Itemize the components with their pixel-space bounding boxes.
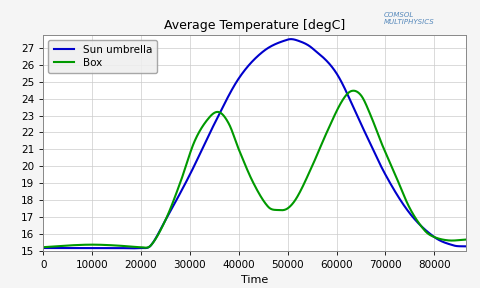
Box bbox=[463, 238, 468, 241]
Sun umbrella bbox=[88, 246, 94, 250]
X-axis label: Time: Time bbox=[241, 275, 268, 285]
Box bbox=[143, 246, 149, 249]
Line: Sun umbrella: Sun umbrella bbox=[43, 39, 466, 248]
Title: Average Temperature [degC]: Average Temperature [degC] bbox=[164, 19, 345, 32]
Box bbox=[221, 114, 227, 117]
Box bbox=[40, 245, 46, 249]
Text: COMSOL
MULTIPHYSICS: COMSOL MULTIPHYSICS bbox=[384, 12, 435, 24]
Box bbox=[88, 243, 94, 246]
Sun umbrella bbox=[463, 245, 468, 248]
Line: Box: Box bbox=[43, 91, 466, 248]
Sun umbrella bbox=[455, 245, 460, 248]
Box bbox=[409, 211, 415, 214]
Sun umbrella bbox=[130, 247, 136, 250]
Box bbox=[114, 244, 120, 247]
Sun umbrella bbox=[409, 215, 415, 218]
Sun umbrella bbox=[288, 37, 294, 41]
Sun umbrella bbox=[114, 246, 120, 250]
Sun umbrella bbox=[221, 104, 227, 107]
Sun umbrella bbox=[40, 246, 46, 250]
Box bbox=[203, 121, 208, 124]
Legend: Sun umbrella, Box: Sun umbrella, Box bbox=[48, 40, 157, 73]
Box bbox=[455, 238, 460, 242]
Sun umbrella bbox=[203, 141, 208, 144]
Box bbox=[350, 89, 356, 92]
